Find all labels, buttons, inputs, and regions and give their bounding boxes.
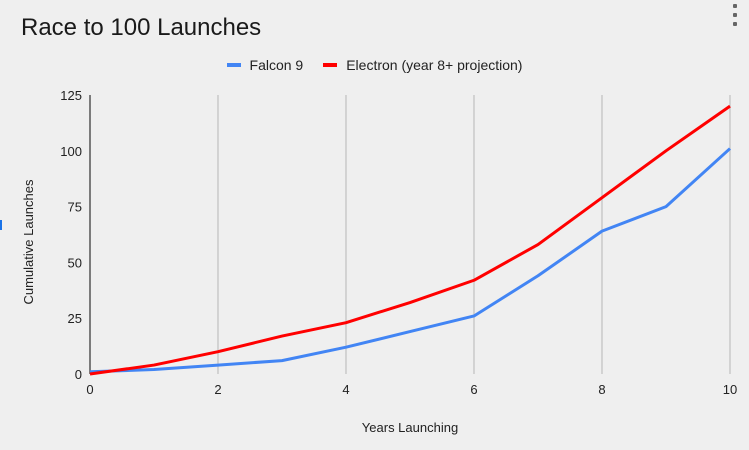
series-line[interactable] — [89, 104, 731, 376]
side-handle[interactable] — [0, 220, 2, 230]
x-tick-labels: 0 2 4 6 8 10 — [86, 382, 737, 397]
x-tick-label: 10 — [723, 382, 737, 397]
x-tick-label: 2 — [214, 382, 221, 397]
y-tick-label: 125 — [60, 88, 82, 103]
series-line[interactable] — [89, 147, 732, 374]
y-tick-label: 25 — [68, 311, 82, 326]
legend-label: Electron (year 8+ projection) — [346, 57, 523, 73]
x-tick-label: 4 — [342, 382, 349, 397]
y-tick-label: 100 — [60, 144, 82, 159]
legend-item-falcon9[interactable]: Falcon 9 — [226, 57, 304, 73]
y-tick-label: 0 — [75, 367, 82, 382]
gridlines — [217, 95, 731, 374]
x-axis-label: Years Launching — [362, 420, 458, 435]
y-tick-label: 75 — [68, 200, 82, 215]
legend: Falcon 9 Electron (year 8+ projection) — [0, 57, 749, 73]
more-vert-icon[interactable] — [730, 4, 740, 26]
x-tick-label: 6 — [470, 382, 477, 397]
y-tick-labels: 0 25 50 75 100 125 — [60, 88, 82, 382]
legend-label: Falcon 9 — [249, 57, 304, 73]
legend-item-electron[interactable]: Electron (year 8+ projection) — [323, 57, 522, 73]
y-tick-label: 50 — [68, 255, 82, 270]
legend-swatch-icon — [226, 63, 241, 67]
x-tick-label: 0 — [86, 382, 93, 397]
x-tick-label: 8 — [598, 382, 605, 397]
series-lines — [89, 104, 732, 376]
legend-swatch-icon — [323, 63, 338, 67]
chart-title: Race to 100 Launches — [21, 14, 262, 41]
y-axis-label: Cumulative Launches — [21, 179, 36, 305]
